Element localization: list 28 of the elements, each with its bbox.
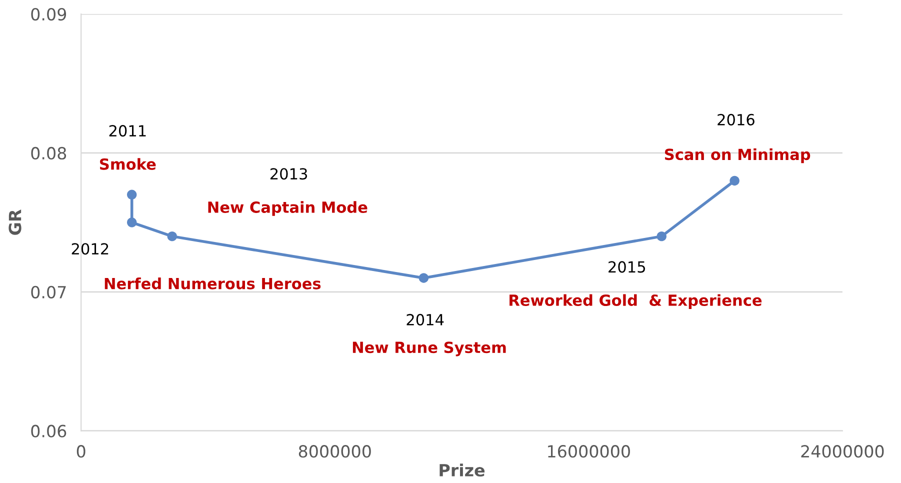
y-tick-label: 0.09 (31, 8, 66, 21)
annotation: Reworked Gold & Experience (510, 294, 762, 309)
point (418, 273, 429, 283)
point (126, 218, 137, 228)
annotation: 2013 (270, 168, 308, 180)
annotation: 2014 (406, 314, 444, 326)
x-tick-label: 16000000 (548, 445, 630, 458)
point (126, 190, 137, 200)
annotation: New Rune System (352, 342, 506, 356)
y-tick-label: 0.06 (31, 424, 66, 438)
annotation: 2012 (72, 243, 108, 255)
y-axis-title: GR (8, 210, 22, 235)
annotation: 2011 (109, 125, 146, 137)
y-tick-label: 0.08 (31, 146, 66, 160)
point (656, 231, 666, 242)
annotation: 2015 (608, 261, 645, 273)
x-tick-label: 8000000 (298, 445, 371, 458)
x-tick-label: 0 (76, 445, 86, 458)
x-axis-title: Prize (440, 464, 485, 477)
annotation: 2016 (718, 114, 754, 126)
y-tick-label: 0.07 (31, 286, 66, 298)
annotation: Smoke (100, 158, 156, 170)
point (730, 176, 740, 186)
annotation: New Captain Mode (208, 201, 368, 216)
x-tick-label: 24000000 (801, 445, 884, 458)
point (167, 231, 177, 242)
annotation: Nerfed Numerous Heroes (104, 278, 321, 290)
annotation: Scan on Minimap (664, 148, 810, 164)
